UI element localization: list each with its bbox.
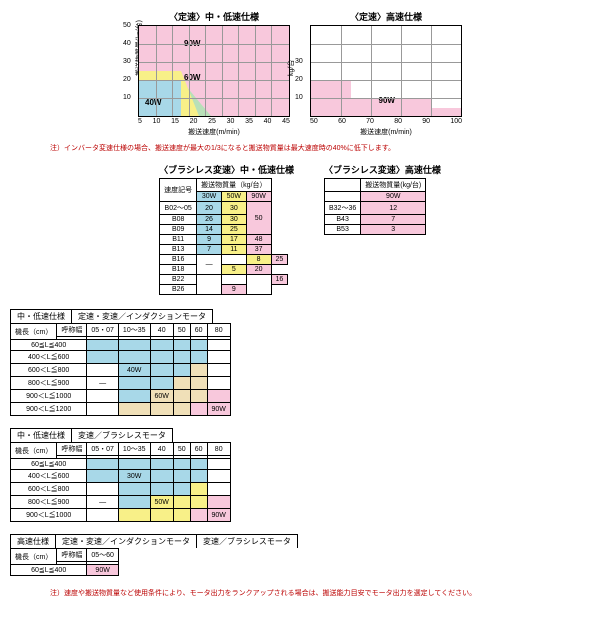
chart2-xlabel: 搬送速度(m/min): [310, 127, 462, 137]
t2-c0: 90W: [361, 192, 426, 202]
table-row: 60≦L≦40090W: [11, 565, 119, 576]
matrix-title-a: 中・低速仕様: [10, 428, 72, 442]
table2-tbl: 搬送物質量(kg/台) 90W B32〜3612B437B533: [324, 178, 426, 235]
table2-title: 〈ブラシレス変速〉高速仕様: [324, 163, 441, 176]
t2-ht: 搬送物質量(kg/台): [361, 179, 426, 192]
matrix-tbl: 機長（cm）呼称幅05・0710〜354050608060≦L≦400400＜L…: [10, 442, 231, 522]
matrix: 中・低速仕様定速・変速／インダクションモータ機長（cm）呼称幅05・0710〜3…: [10, 309, 590, 416]
table-row: 900＜L≦100090W: [11, 509, 231, 522]
chart2-ylabel: kg/台: [286, 60, 296, 76]
t1-c1: 50W: [221, 192, 246, 202]
table1-tbl: 速度記号搬送物質量（kg/台） 30W50W90W B02〜05203050B0…: [159, 178, 288, 295]
table1-title: 〈ブラシレス変速〉中・低速仕様: [159, 163, 294, 176]
table-row: 900＜L≦120090W: [11, 403, 231, 416]
table-row: B16—825: [160, 255, 288, 265]
table-row: 800＜L≦900—: [11, 377, 231, 390]
table-row: 900＜L≦100060W: [11, 390, 231, 403]
matrix-tbl: 機長（cm）呼称幅05〜6060≦L≦40090W: [10, 548, 119, 576]
table-row: 800＜L≦900—50W: [11, 496, 231, 509]
matrix-title-b: 変速／ブラシレスモータ: [72, 428, 173, 442]
table-row: 600＜L≦800: [11, 483, 231, 496]
table-row: B32〜3612: [325, 202, 426, 215]
label-40w: 40W: [145, 98, 161, 107]
chart2-xticks: 5060708090100: [310, 118, 462, 125]
table-row: B437: [325, 215, 426, 225]
chart1-xticks: 51015202530354045: [138, 118, 290, 125]
table-row: 400＜L≦60030W: [11, 470, 231, 483]
table-row: B02〜05203050: [160, 202, 288, 215]
chart2-yticks: 302010: [295, 26, 309, 116]
t1-ht: 搬送物質量（kg/台）: [197, 179, 271, 192]
table-row: 60≦L≦400: [11, 340, 231, 351]
table-row: 60≦L≦400: [11, 459, 231, 470]
tables-row: 〈ブラシレス変速〉中・低速仕様 速度記号搬送物質量（kg/台） 30W50W90…: [10, 163, 590, 295]
table-row: 600＜L≦80040W: [11, 364, 231, 377]
table-row: B2216: [160, 275, 288, 285]
chart1-plot: 5040302010 搬送物質量(kg/台) 90W 60W 40W: [138, 25, 290, 117]
note2: 注）速度や搬送物質量など使用条件により、モータ出力をランクアップされる場合は、搬…: [50, 588, 550, 598]
matrix-tbl: 機長（cm）呼称幅05・0710〜354050608060≦L≦400400＜L…: [10, 323, 231, 416]
t1-c0: 30W: [197, 192, 222, 202]
matrix: 高速仕様定速・変速／インダクションモータ変速／ブラシレスモータ機長（cm）呼称幅…: [10, 534, 590, 576]
chart1-xlabel: 搬送速度(m/min): [138, 127, 290, 137]
table-row: B1371137: [160, 245, 288, 255]
matrix-title-a: 高速仕様: [10, 534, 56, 548]
table-row: B533: [325, 225, 426, 235]
chart1: 〈定速〉中・低速仕様 5040302010 搬送物質量(kg/台) 90W 60…: [138, 10, 290, 137]
matrix: 中・低速仕様変速／ブラシレスモータ機長（cm）呼称幅05・0710〜354050…: [10, 428, 590, 522]
table-row: B18520: [160, 265, 288, 275]
table1: 〈ブラシレス変速〉中・低速仕様 速度記号搬送物質量（kg/台） 30W50W90…: [159, 163, 294, 295]
chart2-title: 〈定速〉高速仕様: [310, 10, 462, 23]
t1-c2: 90W: [246, 192, 271, 202]
matrix-title-a: 中・低速仕様: [10, 309, 72, 323]
matrix-title-b: 定速・変速／インダクションモータ: [72, 309, 213, 323]
chart2: 〈定速〉高速仕様 302010 kg/台 90W 5060708090100 搬…: [310, 10, 462, 137]
chart1-title: 〈定速〉中・低速仕様: [138, 10, 290, 23]
matrix-title-c: 変速／ブラシレスモータ: [197, 534, 298, 548]
table2: 〈ブラシレス変速〉高速仕様 搬送物質量(kg/台) 90W B32〜3612B4…: [324, 163, 441, 295]
matrix-title-b: 定速・変速／インダクションモータ: [56, 534, 197, 548]
chart2-plot: 302010 kg/台 90W: [310, 25, 462, 117]
note1: 注）インバータ変速仕様の場合、搬送速度が最大の1/3になると搬送物質量は最大速度…: [50, 143, 550, 153]
table-row: 400＜L≦600: [11, 351, 231, 364]
table-row: B1191748: [160, 235, 288, 245]
t1-hl: 速度記号: [160, 179, 197, 202]
charts-row: 〈定速〉中・低速仕様 5040302010 搬送物質量(kg/台) 90W 60…: [10, 10, 590, 137]
